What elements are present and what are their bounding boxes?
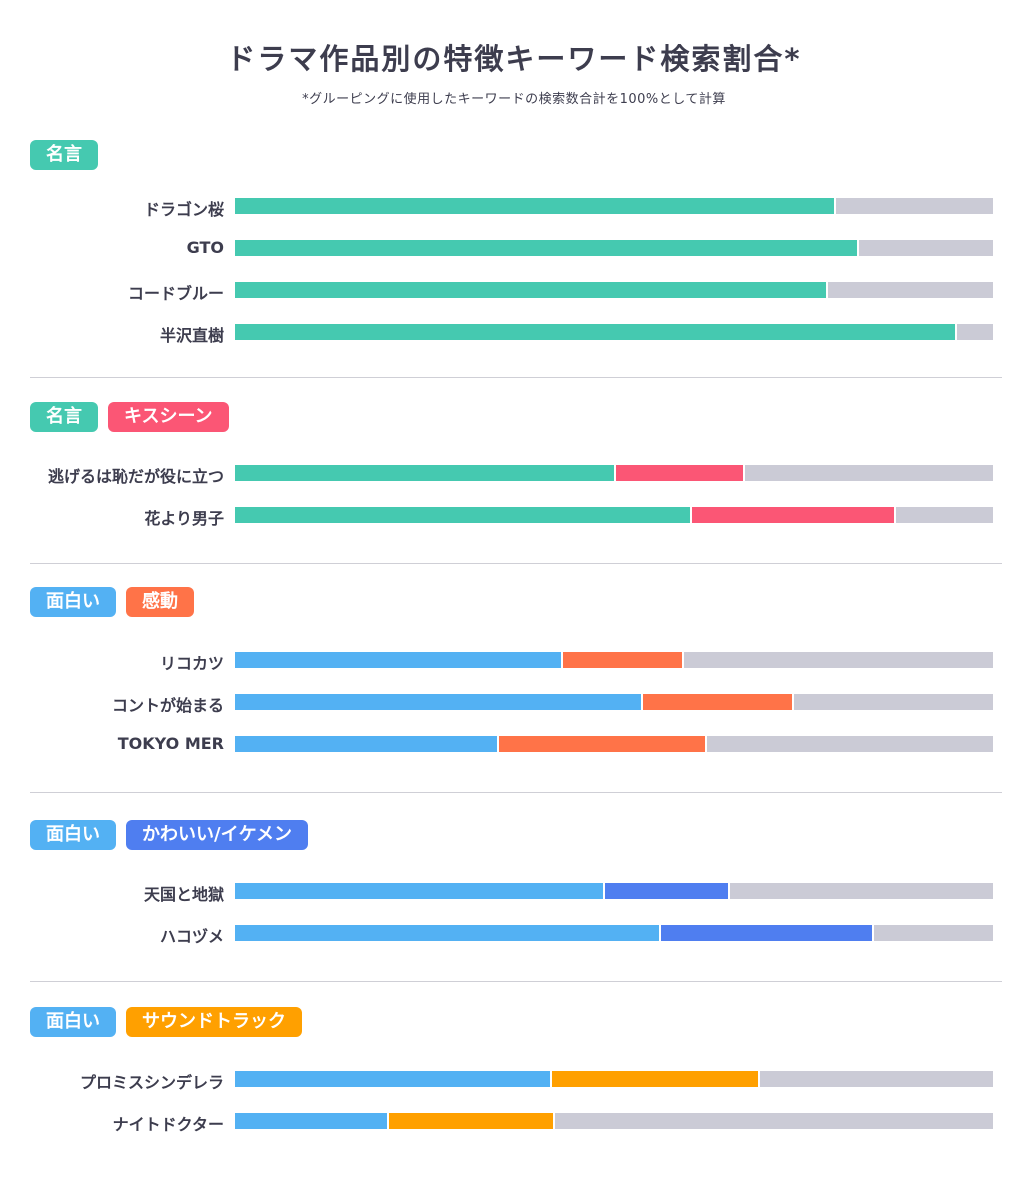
category-label: 半沢直樹 bbox=[159, 326, 224, 345]
legend-tag: 面白い bbox=[30, 1007, 116, 1037]
category-label: TOKYO MER bbox=[117, 734, 224, 753]
bar-row: 逃げるは恥だが役に立つ bbox=[0, 465, 1028, 486]
bar-segment-kawaii bbox=[602, 883, 728, 899]
bar-segment-meigen bbox=[235, 465, 614, 481]
category-label: GTO bbox=[186, 238, 224, 257]
category-label: ドラゴン桜 bbox=[143, 200, 224, 219]
bar-row: コントが始まる bbox=[0, 694, 1028, 715]
bar-segment-other bbox=[792, 694, 993, 710]
bar-segment-kando bbox=[496, 736, 705, 752]
bar-segment-other bbox=[856, 240, 993, 256]
stacked-bar bbox=[235, 883, 993, 899]
bar-segment-meigen bbox=[235, 240, 857, 256]
legend: 名言 キスシーン bbox=[30, 402, 229, 432]
legend-tag: 名言 bbox=[30, 402, 98, 432]
legend: 面白い 感動 bbox=[30, 587, 194, 617]
bar-segment-kiss bbox=[689, 507, 895, 523]
category-label: 天国と地獄 bbox=[143, 885, 224, 904]
stacked-bar bbox=[235, 507, 993, 523]
legend-tag: キスシーン bbox=[108, 402, 229, 432]
bar-segment-other bbox=[682, 652, 993, 668]
category-label: コントが始まる bbox=[111, 696, 224, 715]
category-label: 逃げるは恥だが役に立つ bbox=[47, 467, 224, 486]
bar-segment-omoshiroi bbox=[235, 652, 561, 668]
stacked-bar bbox=[235, 324, 993, 340]
bar-segment-other bbox=[553, 1113, 993, 1129]
bar-segment-omoshiroi bbox=[235, 1071, 550, 1087]
stacked-bar bbox=[235, 652, 993, 668]
bar-segment-meigen bbox=[235, 507, 690, 523]
bar-row: リコカツ bbox=[0, 652, 1028, 673]
bar-row: 天国と地獄 bbox=[0, 883, 1028, 904]
legend-tag: サウンドトラック bbox=[126, 1007, 302, 1037]
legend: 面白い サウンドトラック bbox=[30, 1007, 302, 1037]
bar-segment-other bbox=[758, 1071, 993, 1087]
stacked-bar bbox=[235, 736, 993, 752]
bar-segment-kando bbox=[640, 694, 793, 710]
category-label: プロミスシンデレラ bbox=[79, 1073, 224, 1092]
legend-tag: 面白い bbox=[30, 820, 116, 850]
legend-tag: 名言 bbox=[30, 140, 98, 170]
category-label: 花より男子 bbox=[144, 509, 224, 528]
bar-row: ドラゴン桜 bbox=[0, 198, 1028, 219]
bar-row: 半沢直樹 bbox=[0, 324, 1028, 345]
stacked-bar bbox=[235, 694, 993, 710]
stacked-bar bbox=[235, 465, 993, 481]
section-divider bbox=[30, 377, 1002, 378]
stacked-bar bbox=[235, 240, 993, 256]
stacked-bar bbox=[235, 1071, 993, 1087]
legend-tag: かわいい/イケメン bbox=[126, 820, 309, 850]
bar-segment-other bbox=[894, 507, 993, 523]
bar-segment-meigen bbox=[235, 324, 956, 340]
bar-segment-meigen bbox=[235, 282, 827, 298]
stacked-bar bbox=[235, 198, 993, 214]
legend: 名言 bbox=[30, 140, 98, 170]
bar-row: 花より男子 bbox=[0, 507, 1028, 528]
category-label: ハコヅメ bbox=[159, 927, 224, 946]
section-divider bbox=[30, 792, 1002, 793]
category-label: リコカツ bbox=[159, 654, 224, 673]
bar-row: GTO bbox=[0, 238, 1028, 258]
bar-segment-other bbox=[727, 883, 993, 899]
category-label: コードブルー bbox=[127, 284, 224, 303]
bar-segment-other bbox=[955, 324, 993, 340]
bar-segment-soundtrack bbox=[549, 1071, 758, 1087]
bar-segment-other bbox=[826, 282, 993, 298]
bar-segment-omoshiroi bbox=[235, 694, 641, 710]
chart-title: ドラマ作品別の特徴キーワード検索割合* bbox=[226, 42, 802, 76]
bar-segment-omoshiroi bbox=[235, 736, 497, 752]
bar-segment-kiss bbox=[614, 465, 743, 481]
legend-tag: 感動 bbox=[126, 587, 194, 617]
bar-segment-meigen bbox=[235, 198, 834, 214]
category-label: ナイトドクター bbox=[112, 1115, 224, 1134]
section-divider bbox=[30, 563, 1002, 564]
bar-segment-omoshiroi bbox=[235, 925, 660, 941]
bar-segment-other bbox=[871, 925, 993, 941]
bar-row: ナイトドクター bbox=[0, 1113, 1028, 1134]
bar-segment-omoshiroi bbox=[235, 883, 603, 899]
bar-row: TOKYO MER bbox=[0, 734, 1028, 754]
stacked-bar bbox=[235, 282, 993, 298]
stacked-bar bbox=[235, 1113, 993, 1129]
legend-tag: 面白い bbox=[30, 587, 116, 617]
bar-segment-kando bbox=[560, 652, 683, 668]
bar-row: ハコヅメ bbox=[0, 925, 1028, 946]
bar-row: プロミスシンデレラ bbox=[0, 1071, 1028, 1092]
bar-segment-other bbox=[742, 465, 993, 481]
legend: 面白い かわいい/イケメン bbox=[30, 820, 309, 850]
bar-segment-soundtrack bbox=[386, 1113, 554, 1129]
bar-segment-other bbox=[704, 736, 993, 752]
bar-segment-omoshiroi bbox=[235, 1113, 387, 1129]
bar-row: コードブルー bbox=[0, 282, 1028, 303]
bar-segment-kawaii bbox=[659, 925, 872, 941]
section-divider bbox=[30, 981, 1002, 982]
stacked-bar bbox=[235, 925, 993, 941]
bar-segment-other bbox=[833, 198, 993, 214]
chart-subtitle: *グルーピングに使用したキーワードの検索数合計を100%として計算 bbox=[302, 92, 726, 107]
